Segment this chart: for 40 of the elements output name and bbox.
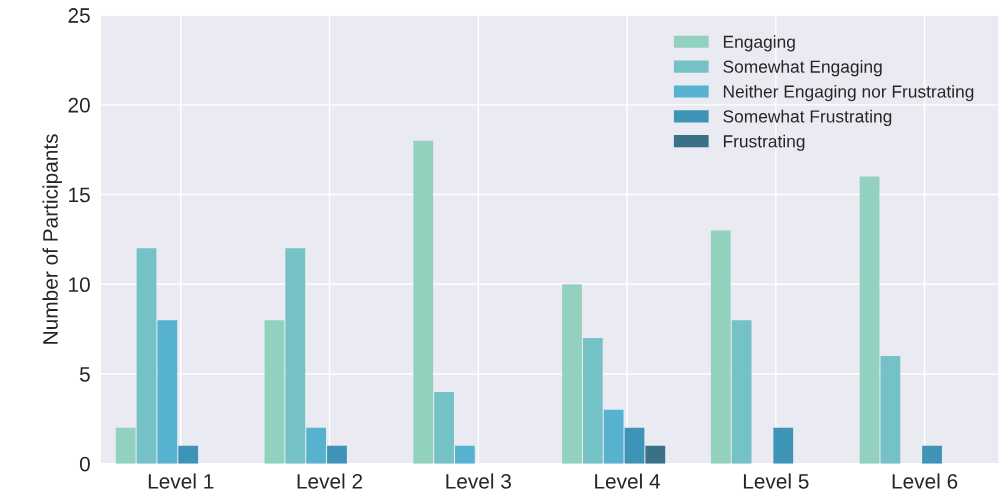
bar xyxy=(562,284,582,464)
bar xyxy=(327,445,347,464)
x-tick-label: Level 5 xyxy=(743,473,809,489)
x-tick-label: Level 4 xyxy=(595,473,661,489)
x-tick-label: Level 3 xyxy=(446,473,511,489)
bar xyxy=(434,391,454,464)
legend-label: Somewhat Engaging xyxy=(723,60,882,77)
bar xyxy=(157,320,178,464)
bar xyxy=(582,338,603,464)
y-tick-label: 15 xyxy=(69,187,90,203)
bar xyxy=(413,140,434,464)
y-tick-label: 0 xyxy=(79,456,90,472)
legend-label: Engaging xyxy=(723,35,795,52)
bar xyxy=(264,320,285,464)
x-tick-label: Level 2 xyxy=(297,473,363,489)
bar xyxy=(455,445,475,464)
y-tick-label: 25 xyxy=(68,8,90,23)
y-axis-title: Number of Participants xyxy=(42,134,62,344)
x-tick-label: Level 6 xyxy=(892,473,958,489)
legend-label: Somewhat Frustrating xyxy=(723,109,892,127)
y-tick-label: 10 xyxy=(69,277,90,293)
bar xyxy=(624,427,645,464)
legend-label: Neither Engaging nor Frustrating xyxy=(723,84,974,102)
x-tick-label: Level 1 xyxy=(148,473,214,489)
bar xyxy=(285,248,306,464)
bar xyxy=(773,427,794,464)
y-tick-label: 20 xyxy=(68,97,90,113)
bar xyxy=(922,445,942,464)
legend-label: Frustrating xyxy=(723,134,805,151)
bar xyxy=(859,176,880,464)
bar xyxy=(306,427,327,464)
y-tick-label: 5 xyxy=(79,367,90,382)
bar xyxy=(731,320,752,464)
bar xyxy=(603,409,624,464)
bar xyxy=(645,445,666,464)
bar xyxy=(178,445,199,464)
bar xyxy=(710,230,731,464)
bar xyxy=(115,427,136,464)
bar xyxy=(136,248,157,464)
bar xyxy=(880,356,901,464)
